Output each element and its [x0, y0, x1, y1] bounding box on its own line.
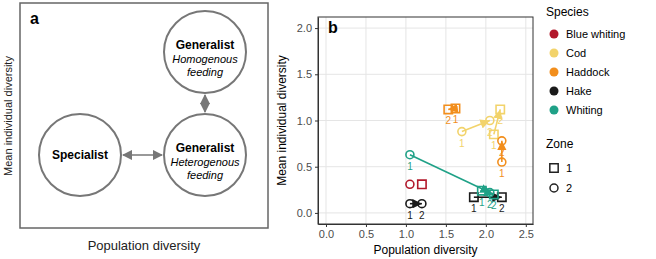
legend-title: Species: [546, 5, 589, 19]
tick: 1.0: [399, 224, 414, 240]
y-axis-title: Mean individual diversity: [275, 55, 289, 186]
tick: 2.0: [297, 22, 318, 34]
point: [406, 151, 414, 159]
legend-swatch: [550, 68, 559, 77]
point-label: 2: [419, 210, 425, 221]
figure: a Mean individual diversity Population div…: [0, 0, 656, 259]
tick: 0.0: [319, 224, 334, 240]
grid-line: [318, 28, 533, 29]
legend-label: Cod: [566, 47, 586, 59]
point: [406, 180, 414, 188]
point: [486, 189, 494, 197]
x-axis-title: Population diversity: [88, 238, 201, 253]
legend-swatch: [550, 184, 558, 192]
diagram-frame: [20, 3, 268, 228]
tick: 2.0: [479, 224, 494, 240]
node-title: Generalist: [176, 38, 235, 52]
node: [164, 114, 246, 196]
tick-label: 0.0: [319, 228, 334, 240]
tick-label: 0.0: [297, 207, 312, 219]
point: [496, 105, 504, 113]
tick-label: 2.5: [519, 228, 534, 240]
point-label: 1: [499, 168, 505, 179]
legend-label: 2: [566, 182, 572, 194]
legend-swatch: [550, 49, 559, 58]
plot-background: [318, 17, 533, 224]
legend-label: Blue whiting: [566, 28, 625, 40]
legend-label: Haddock: [566, 66, 610, 78]
point-label: 2: [487, 127, 493, 138]
point: [418, 200, 426, 208]
node-title: Specialist: [52, 148, 108, 162]
node-subtitle: Homogenousfeeding: [172, 53, 238, 78]
panel-label: b: [328, 19, 338, 36]
point: [498, 193, 506, 201]
legend: Species Blue whiting Cod Haddock Hake Whiting…: [546, 5, 625, 194]
point: [444, 105, 452, 113]
point-label: 2: [499, 147, 505, 158]
legend-swatch: [550, 106, 559, 115]
point-label: 1: [459, 138, 465, 149]
tick-label: 2.0: [479, 228, 494, 240]
point-label: 2: [497, 115, 503, 126]
node: [39, 114, 121, 196]
point-label: 2: [445, 115, 451, 126]
tick: 0.5: [359, 224, 374, 240]
point-label: 1: [479, 197, 485, 208]
tick-label: 1.0: [399, 228, 414, 240]
point: [418, 180, 426, 188]
point-label: 1: [491, 140, 497, 151]
legend-swatch: [550, 87, 559, 96]
tick-label: 1.5: [439, 228, 454, 240]
point: [470, 193, 478, 201]
legend-title: Zone: [546, 137, 574, 151]
point-label: 1: [471, 203, 477, 214]
point: [498, 137, 506, 145]
panel-label: a: [30, 10, 39, 27]
legend-swatch: [550, 30, 559, 39]
legend-swatch: [550, 164, 558, 172]
marks: [406, 104, 506, 207]
point-label: 1: [453, 114, 459, 125]
grid: [318, 17, 533, 224]
x-axis: 0.0 0.5 1.0 1.5 2.0 2.5: [319, 224, 534, 240]
tick: 1.5: [297, 68, 318, 80]
legend-label: 1: [566, 162, 572, 174]
tick: 1.0: [297, 115, 318, 127]
point-label: 1: [407, 161, 413, 172]
legend-label: Whiting: [566, 104, 603, 116]
point-label: 1: [407, 210, 413, 221]
tick: 1.5: [439, 224, 454, 240]
node-title: Generalist: [176, 141, 235, 155]
point: [458, 128, 466, 136]
series-line: [410, 155, 490, 193]
tick-label: 1.5: [297, 68, 312, 80]
point: [498, 158, 506, 166]
arrow: [123, 154, 162, 156]
panel-a: a Mean individual diversity Population div…: [2, 3, 268, 253]
tick-label: 0.5: [359, 228, 374, 240]
node-subtitle: Heterogenousfeeding: [170, 156, 240, 181]
point-labels: 1212121212121212: [407, 114, 505, 220]
tick-label: 2.0: [297, 22, 312, 34]
grid-line: [318, 74, 533, 75]
tick: 2.5: [519, 224, 534, 240]
plot-frame: [318, 17, 533, 224]
point: [406, 200, 414, 208]
point: [486, 117, 494, 125]
panel-b: 0.00.51.01.52.02.50.00.51.01.52.0Populat…: [275, 17, 534, 257]
series-line: [410, 203, 422, 205]
tick: 0.0: [297, 207, 318, 219]
node: [164, 11, 246, 93]
x-axis-title: Population diversity: [373, 243, 477, 257]
y-axis-title: Mean individual diversity: [2, 56, 14, 176]
y-axis: 0.0 0.5 1.0 1.5 2.0: [297, 18, 319, 225]
tick: 0.5: [297, 161, 318, 173]
tick-label: 0.5: [297, 161, 312, 173]
arrow: [204, 95, 206, 112]
legend-label: Hake: [566, 85, 592, 97]
point-label: 2: [487, 199, 493, 210]
tick-label: 1.0: [297, 115, 312, 127]
point-label: 2: [499, 203, 505, 214]
